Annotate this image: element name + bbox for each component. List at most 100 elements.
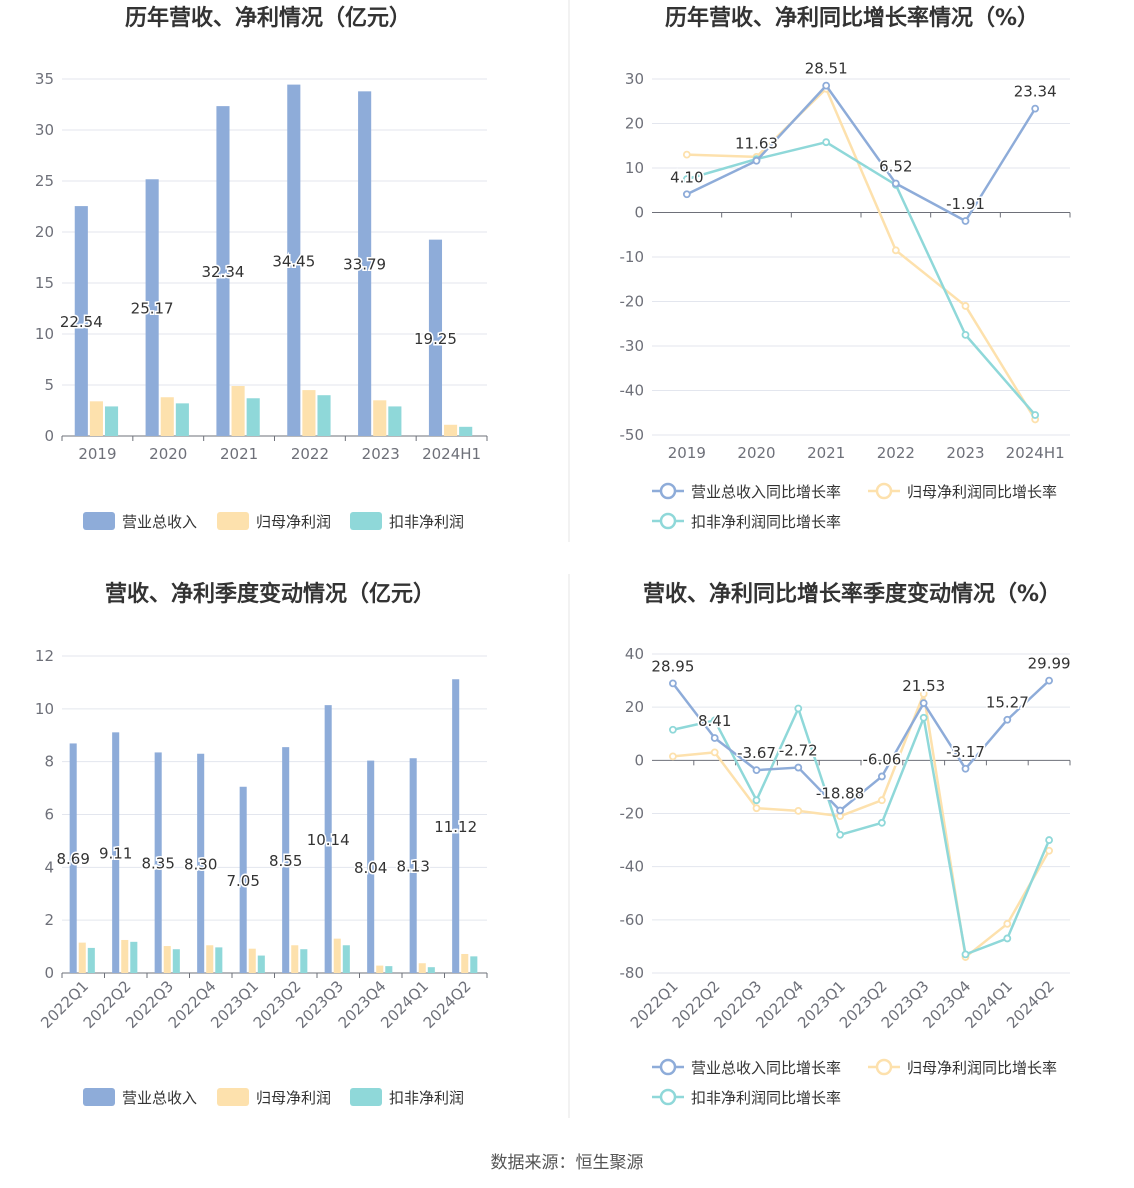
legend-label: 扣非净利润同比增长率 (691, 1089, 841, 1107)
legend-item: 归母净利润 (217, 512, 331, 531)
data-point (919, 699, 928, 707)
data-point (961, 950, 970, 959)
data-label: 34.45 (272, 252, 315, 270)
legend-swatch (83, 512, 115, 530)
y-tick-label: -10 (620, 248, 645, 266)
data-point (961, 330, 970, 339)
data-label: 8.13 (396, 858, 429, 876)
x-tick-label: 2024H1 (1006, 444, 1065, 462)
data-point (1045, 836, 1053, 844)
data-point (961, 764, 970, 773)
y-tick-label: 25 (35, 172, 54, 190)
bar-net-profit (461, 953, 469, 973)
data-point (822, 138, 831, 147)
bar-net-profit (78, 942, 86, 973)
x-tick-label: 2019 (668, 444, 706, 462)
line-series-3 (672, 707, 1051, 956)
data-label: -3.17 (946, 743, 985, 761)
y-tick-label: 4 (44, 858, 54, 876)
bar-deducted-profit (215, 947, 223, 973)
data-point (878, 772, 886, 781)
data-point (878, 796, 886, 805)
bar-net-profit (206, 945, 214, 973)
data-point (752, 156, 761, 165)
bar-deducted-profit (175, 403, 189, 436)
data-label: 21.53 (902, 677, 945, 695)
bar-deducted-profit (317, 395, 331, 436)
bar-net-profit (418, 963, 426, 973)
y-tick-label: 2 (44, 911, 54, 929)
y-tick-label: 35 (35, 70, 54, 88)
line-series-2 (686, 87, 1037, 421)
data-label: 8.69 (56, 850, 89, 868)
y-tick-label: -20 (620, 805, 645, 823)
bar-revenue (197, 753, 205, 973)
data-label: 29.99 (1028, 655, 1071, 673)
legend-swatch (217, 512, 249, 530)
data-point (1045, 676, 1053, 685)
data-label: 19.25 (414, 330, 457, 348)
y-tick-label: 10 (35, 325, 54, 343)
x-tick-label: 2021 (807, 444, 845, 462)
legend-marker (875, 1058, 893, 1076)
data-label: 8.41 (698, 712, 731, 730)
data-label: -6.06 (862, 750, 901, 768)
bar-deducted-profit (246, 398, 260, 436)
data-label: 32.34 (201, 263, 244, 281)
legend-item: 营业总收入 (83, 512, 197, 531)
bar-revenue (409, 758, 417, 973)
bar-net-profit (163, 946, 171, 973)
data-point (710, 716, 719, 725)
data-point (919, 713, 928, 722)
source-note: 数据来源：恒生聚源 (491, 1153, 644, 1173)
bar-deducted-profit (342, 945, 350, 973)
legend-item: 扣非净利润 (350, 512, 464, 531)
y-tick-label: 20 (625, 698, 644, 716)
y-tick-label: 10 (625, 159, 644, 177)
data-label: 8.30 (184, 855, 217, 873)
legend-label: 营业总收入 (122, 513, 197, 531)
data-point (710, 748, 719, 757)
bar-revenue (452, 679, 460, 973)
line-series-1 (671, 679, 1050, 812)
bar-revenue (324, 705, 332, 973)
legend-item: 营业总收入 (83, 1088, 197, 1107)
y-tick-label: 15 (35, 274, 54, 292)
y-tick-label: 12 (35, 647, 54, 665)
chart-panel-4: 营收、净利同比增长率季度变动情况（%）-80-60-40-20020402022… (620, 581, 1073, 1107)
y-tick-label: 20 (35, 223, 54, 241)
bar-net-profit (231, 386, 245, 436)
y-tick-label: 6 (44, 806, 54, 824)
data-point (669, 725, 677, 734)
legend-item: 归母净利润同比增长率 (868, 482, 1057, 501)
legend-marker (659, 1058, 677, 1076)
x-tick-label: 2019 (78, 445, 116, 463)
data-point (919, 689, 928, 698)
legend-label: 归母净利润同比增长率 (907, 483, 1057, 501)
bar-deducted-profit (130, 941, 138, 973)
y-tick-label: -20 (620, 293, 645, 311)
data-point (961, 302, 970, 310)
line-series-3 (686, 140, 1037, 416)
data-point (878, 818, 886, 827)
legend-item: 归母净利润同比增长率 (868, 1058, 1057, 1077)
bar-net-profit (291, 945, 299, 973)
data-point (1045, 846, 1053, 855)
chart-title: 历年营收、净利同比增长率情况（%） (665, 5, 1039, 31)
bar-deducted-profit (87, 947, 95, 973)
x-tick-label: 2022 (291, 445, 329, 463)
bar-revenue (367, 760, 375, 973)
bar-revenue (282, 747, 290, 973)
legend-marker (659, 482, 677, 500)
line-series-1 (686, 84, 1037, 223)
x-tick-label: 2020 (149, 445, 187, 463)
data-label: -1.91 (946, 195, 985, 213)
bar-revenue (358, 91, 372, 436)
legend-swatch (350, 512, 382, 530)
data-point (752, 804, 761, 813)
legend-item: 扣非净利润 (350, 1088, 464, 1107)
y-tick-label: 20 (625, 115, 644, 133)
legend-swatch (217, 1088, 249, 1106)
bar-deducted-profit (459, 426, 473, 436)
legend-item: 归母净利润 (217, 1088, 331, 1107)
